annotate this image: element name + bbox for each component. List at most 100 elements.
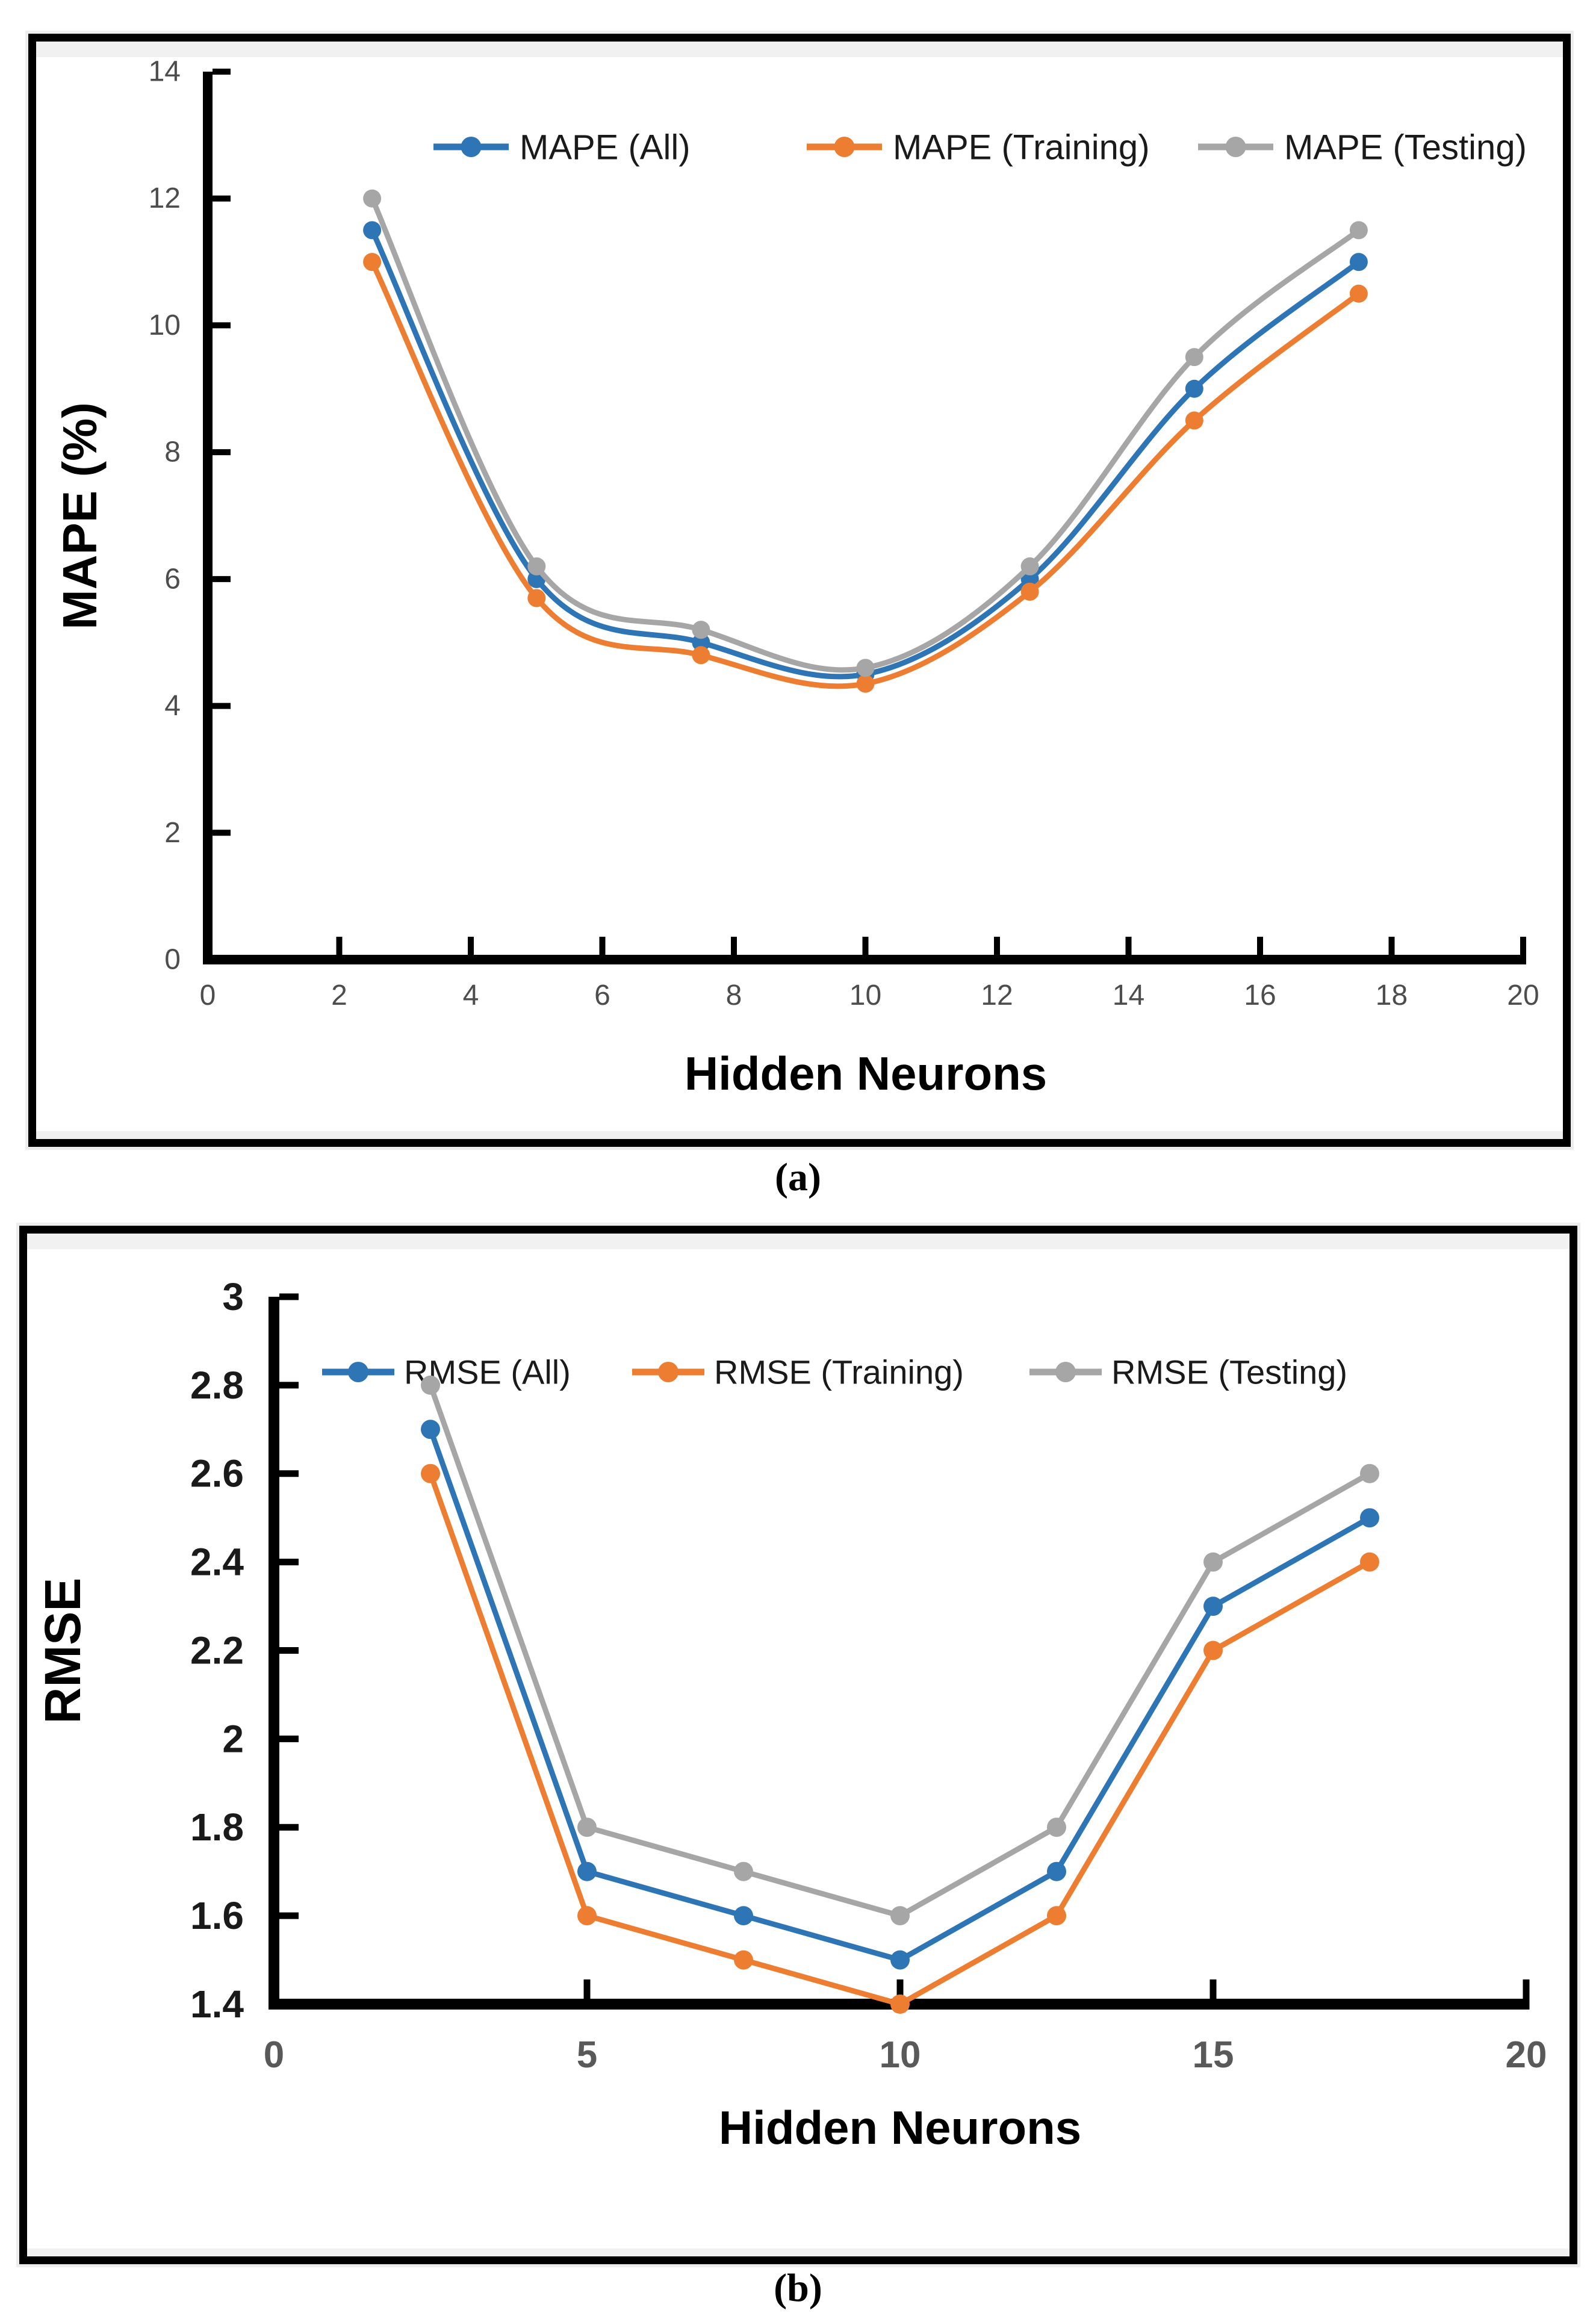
series-RMSE (All) [421,1420,1379,1970]
y-axis-title: RMSE [34,1578,91,1724]
x-tick-label: 18 [1376,979,1408,1011]
data-point [692,646,710,665]
x-tick-label: 0 [200,979,216,1011]
legend: RMSE (All) RMSE (Training) RMSE (Testing) [322,1353,1347,1391]
x-tick-labels: 0 5 10 15 20 [264,2034,1547,2076]
data-point [421,1420,440,1439]
x-tick-label: 14 [1113,979,1144,1011]
y-tick-label: 2.4 [190,1541,244,1584]
data-point [1349,221,1368,240]
data-point [1185,411,1203,430]
legend-label: MAPE (Training) [893,128,1150,167]
x-tick-label: 15 [1193,2034,1234,2076]
x-tick-label: 4 [463,979,479,1011]
x-tick-label: 20 [1507,979,1539,1011]
y-tick-label: 2 [222,1717,244,1760]
series-line [369,196,1362,673]
data-point [421,1464,440,1483]
legend-item: MAPE (Testing) [1198,128,1527,167]
legend-item: RMSE (Training) [632,1353,964,1391]
y-tick-label: 2.2 [190,1629,244,1672]
data-point [577,1906,597,1926]
legend-marker-dot [658,1362,678,1382]
data-point [1203,1552,1223,1572]
legend-item: MAPE (All) [433,128,691,167]
x-axis-title: Hidden Neurons [685,1047,1047,1100]
legend-marker-dot [348,1362,368,1382]
legend: MAPE (All) MAPE (Training) MAPE (Testing) [433,128,1527,167]
series-line [369,259,1362,689]
x-axis-title: Hidden Neurons [719,2101,1081,2154]
series-RMSE (Training) [421,1464,1379,2014]
data-point [363,221,382,240]
x-tick-labels: 0 2 4 6 8 10 12 14 16 18 20 [200,979,1539,1011]
data-point [363,253,382,272]
data-point [734,1906,753,1926]
data-point [1185,348,1203,367]
data-point [1020,570,1039,588]
x-tick-label: 6 [594,979,610,1011]
data-point [1349,284,1368,303]
data-point [363,189,382,208]
y-tick-label: 12 [149,182,181,214]
series-line [427,1426,1373,1963]
legend-marker-dot [1225,137,1246,157]
data-point [1203,1597,1223,1616]
data-point [890,1906,910,1926]
caption-a: (a) [775,1155,821,1199]
x-tick-label: 2 [331,979,347,1011]
series-line [369,227,1362,680]
data-point [1047,1861,1066,1881]
y-tick-label: 10 [149,309,181,341]
y-tick-label: 1.8 [190,1805,244,1849]
series-RMSE (Testing) [421,1375,1379,1926]
data-point [1047,1818,1066,1837]
series-MAPE (Testing) [363,189,1368,677]
y-tick-label: 4 [164,690,181,722]
data-point [421,1375,440,1395]
y-axis-title: MAPE (%) [53,402,107,630]
legend-item: RMSE (All) [322,1353,571,1391]
y-tick-label: 1.4 [190,1982,244,2026]
data-point [1360,1552,1379,1572]
y-tick-label: 6 [164,563,181,595]
series-MAPE (Training) [363,253,1368,693]
x-tick-label: 5 [577,2034,597,2076]
data-point [577,1818,597,1837]
legend-label: MAPE (Testing) [1284,128,1527,167]
data-point [692,621,710,639]
data-point [577,1861,597,1881]
y-tick-label: 2 [164,817,181,849]
data-point [1047,1906,1066,1926]
data-point [734,1950,753,1970]
axes [203,72,1526,964]
y-tick-label: 14 [149,56,181,88]
data-point [527,557,546,576]
legend-label: RMSE (Training) [714,1353,964,1391]
y-tick-label: 2.6 [190,1452,244,1495]
tick-marks [270,1293,1530,2008]
data-point [890,1950,910,1970]
x-tick-label: 12 [981,979,1013,1011]
data-point [527,589,546,607]
rmse-vs-hidden-neurons-chart: 1.4 1.6 1.8 2 2.2 2.4 2.6 2.8 3 0 5 10 15 20 RMSE Hidde… [34,1275,1547,2154]
legend-label: RMSE (Testing) [1111,1353,1347,1391]
data-point [1020,557,1039,576]
y-tick-labels: 1.4 1.6 1.8 2 2.2 2.4 2.6 2.8 3 [190,1275,244,2026]
data-point [1203,1641,1223,1660]
y-tick-labels: 0 2 4 6 8 10 12 14 [149,56,181,976]
data-point [856,674,875,693]
tick-marks [205,69,1526,963]
x-tick-label: 16 [1244,979,1276,1011]
mape-vs-hidden-neurons-chart: 0 2 4 6 8 10 12 14 0 2 4 6 8 10 12 14 16 18 20 MAPE (%) Hidd… [53,56,1539,1100]
y-tick-label: 8 [164,436,181,468]
data-point [856,659,875,677]
caption-b: (b) [774,2266,822,2310]
y-tick-label: 0 [164,944,181,976]
data-point [1360,1508,1379,1528]
x-tick-label: 10 [849,979,881,1011]
data-point [1360,1464,1379,1483]
data-point [692,633,710,652]
x-tick-label: 20 [1506,2034,1547,2076]
x-tick-label: 8 [726,979,742,1011]
